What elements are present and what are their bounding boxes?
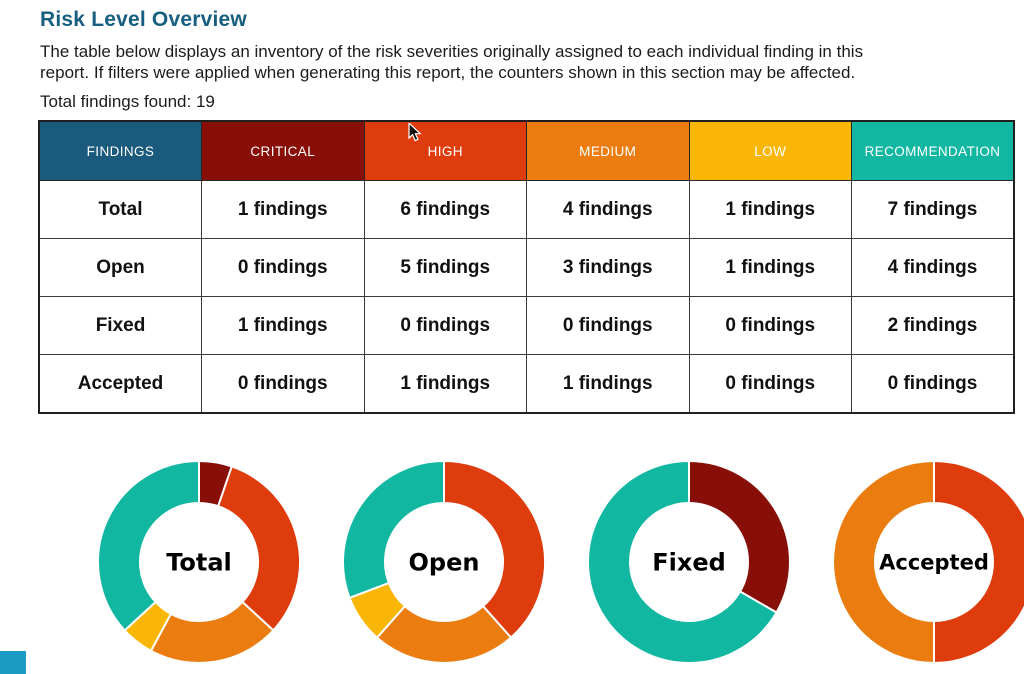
table-cell: 0 findings bbox=[363, 296, 527, 356]
table-cell: 1 findings bbox=[526, 354, 690, 414]
table-cell: 6 findings bbox=[363, 180, 527, 240]
donut-segment-critical bbox=[688, 460, 791, 615]
table-row-fixed: Fixed 1 findings 0 findings 0 findings 0 fin… bbox=[38, 296, 1015, 356]
donut-segment-high bbox=[443, 460, 546, 640]
row-label: Accepted bbox=[38, 354, 202, 414]
donut-label: Open bbox=[409, 549, 480, 577]
table-cell: 2 findings bbox=[851, 296, 1015, 356]
donut-segment-medium bbox=[832, 460, 935, 665]
donut-charts-row: Total Open Fixed Accepted bbox=[93, 456, 1024, 668]
row-label: Open bbox=[38, 238, 202, 298]
donut-chart-fixed: Fixed bbox=[583, 456, 795, 668]
table-cell: 3 findings bbox=[526, 238, 690, 298]
section-description: The table below displays an inventory of… bbox=[40, 42, 984, 83]
table-cell: 5 findings bbox=[363, 238, 527, 298]
donut-segment-recommendation bbox=[342, 460, 445, 600]
table-cell: 1 findings bbox=[688, 180, 852, 240]
donut-chart-total: Total bbox=[93, 456, 305, 668]
table-row-total: Total 1 findings 6 findings 4 findings 1 fin… bbox=[38, 180, 1015, 240]
donut-segment-recommendation bbox=[96, 460, 200, 633]
column-header-medium: MEDIUM bbox=[526, 120, 690, 182]
total-findings-label: Total findings found: 19 bbox=[40, 92, 215, 112]
table-cell: 0 findings bbox=[688, 296, 852, 356]
column-header-low: LOW bbox=[688, 120, 852, 182]
page-corner-mark bbox=[0, 651, 26, 674]
donut-label: Accepted bbox=[879, 551, 989, 575]
donut-chart-open: Open bbox=[338, 456, 550, 668]
table-cell: 0 findings bbox=[201, 354, 365, 414]
risk-table-header: FINDINGS CRITICAL HIGH MEDIUM LOW RECOMMENDAT… bbox=[38, 120, 1015, 182]
column-header-findings: FINDINGS bbox=[38, 120, 202, 182]
donut-segment-high bbox=[216, 465, 302, 633]
table-cell: 1 findings bbox=[688, 238, 852, 298]
column-header-recommendation: RECOMMENDATION bbox=[851, 120, 1015, 182]
donut-segment-recommendation bbox=[587, 460, 778, 665]
table-cell: 4 findings bbox=[851, 238, 1015, 298]
donut-chart-accepted: Accepted bbox=[828, 456, 1024, 668]
table-cell: 1 findings bbox=[363, 354, 527, 414]
table-cell: 0 findings bbox=[688, 354, 852, 414]
description-line-1: The table below displays an inventory of… bbox=[40, 42, 864, 61]
table-row-open: Open 0 findings 5 findings 3 findings 1 find… bbox=[38, 238, 1015, 298]
donut-label: Total bbox=[166, 549, 232, 577]
table-cell: 1 findings bbox=[201, 180, 365, 240]
row-label: Total bbox=[38, 180, 202, 240]
column-header-high: HIGH bbox=[363, 120, 527, 182]
table-cell: 0 findings bbox=[851, 354, 1015, 414]
risk-level-table: FINDINGS CRITICAL HIGH MEDIUM LOW RECOMMENDAT… bbox=[38, 120, 1015, 415]
table-cell: 0 findings bbox=[201, 238, 365, 298]
donut-segment-high bbox=[933, 460, 1024, 665]
row-label: Fixed bbox=[38, 296, 202, 356]
donut-label: Fixed bbox=[652, 549, 726, 577]
page-title: Risk Level Overview bbox=[40, 8, 247, 31]
mouse-cursor-icon bbox=[408, 123, 422, 142]
table-cell: 0 findings bbox=[526, 296, 690, 356]
column-header-critical: CRITICAL bbox=[201, 120, 365, 182]
table-cell: 7 findings bbox=[851, 180, 1015, 240]
table-cell: 1 findings bbox=[201, 296, 365, 356]
description-line-2: report. If filters were applied when gen… bbox=[40, 62, 856, 82]
table-cell: 4 findings bbox=[526, 180, 690, 240]
table-row-accepted: Accepted 0 findings 1 findings 1 findings 0 … bbox=[38, 354, 1015, 414]
